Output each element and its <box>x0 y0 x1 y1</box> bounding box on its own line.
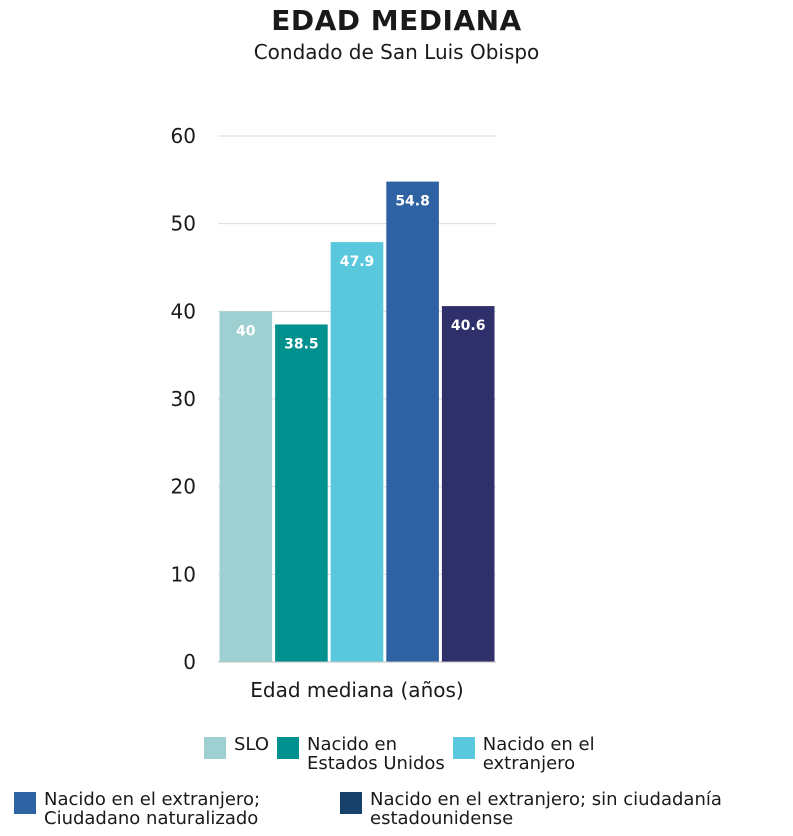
legend-swatch-foreign-born <box>452 737 475 759</box>
bar-data-label: 38.5 <box>284 336 319 352</box>
legend-row-1: SLO Nacido en Estados Unidos Nacido en e… <box>204 735 595 773</box>
legend-item-naturalized: Nacido en el extranjero; Ciudadano natur… <box>14 790 260 828</box>
chart-subtitle: Condado de San Luis Obispo <box>253 40 540 64</box>
y-tick-label: 0 <box>183 650 196 674</box>
legend-label-naturalized: Nacido en el extranjero; Ciudadano natur… <box>44 789 261 829</box>
legend-item-slo: SLO <box>204 735 269 759</box>
bar <box>441 306 495 662</box>
y-tick-label: 20 <box>171 475 196 499</box>
legend-swatch-non-citizen <box>340 792 362 814</box>
legend-label-non-citizen: Nacido en el extranjero; sin ciudadanía … <box>370 789 722 829</box>
bar-data-label: 54.8 <box>395 194 430 210</box>
chart-title: EDAD MEDIANA <box>271 4 522 37</box>
legend-label-slo: SLO <box>234 734 269 755</box>
legend-item-non-citizen: Nacido en el extranjero; sin ciudadanía … <box>340 790 722 828</box>
legend-swatch-slo <box>204 737 226 759</box>
bar-data-label: 47.9 <box>340 254 375 270</box>
y-tick-label: 50 <box>171 212 196 236</box>
legend-item-us-born: Nacido en Estados Unidos <box>276 734 445 774</box>
y-tick-label: 30 <box>171 387 196 411</box>
legend-item-foreign-born: Nacido en el extranjero <box>452 734 595 774</box>
legend-label-foreign-born: Nacido en el extranjero <box>482 734 595 774</box>
legend-swatch-naturalized <box>14 792 36 814</box>
bar-chart: 0 10 20 30 40 50 60 40 38.5 47.9 54.8 40.6 Edad medi… <box>171 124 496 702</box>
bar <box>330 242 384 662</box>
y-tick-label: 10 <box>171 562 196 586</box>
x-axis-label: Edad mediana (años) <box>250 678 463 702</box>
y-tick-label: 60 <box>171 124 196 148</box>
y-tick-label: 40 <box>171 299 196 323</box>
bar <box>386 181 439 662</box>
legend-label-us-born: Nacido en Estados Unidos <box>306 734 445 774</box>
bar <box>275 324 328 662</box>
legend-swatch-us-born <box>276 737 299 759</box>
bar <box>219 311 273 662</box>
bar-data-label: 40 <box>236 323 256 339</box>
bar-data-label: 40.6 <box>451 318 486 334</box>
